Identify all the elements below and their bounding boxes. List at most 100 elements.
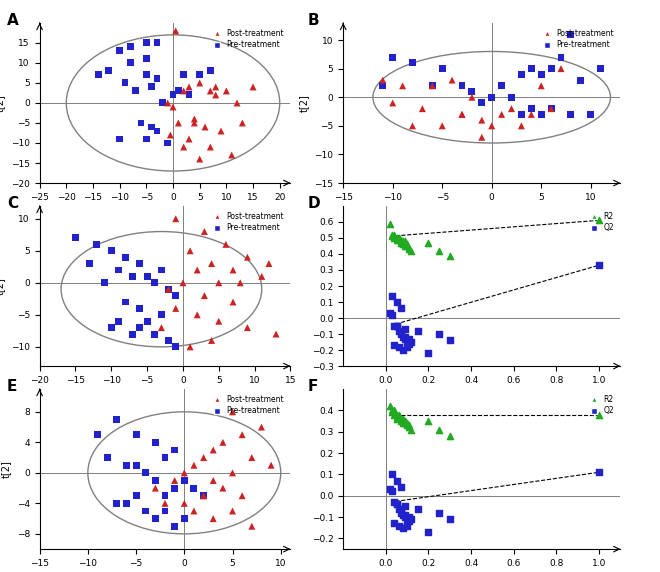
Point (114, 46, 125, 55)
Point (385, 219, 395, 228)
Point (423, 527, 434, 537)
Point (227, 468, 238, 478)
Point (70, 233, 81, 243)
Point (556, 53, 566, 62)
Point (237, 491, 248, 500)
Point (434, 425, 444, 434)
Point (189, 118, 199, 128)
Point (170, 291, 181, 300)
Point (163, 285, 174, 294)
Point (142, 272, 152, 281)
Point (400, 237, 411, 246)
Point (170, 342, 181, 351)
Point (150, 476, 160, 485)
Legend: R2, Q2: R2, Q2 (587, 393, 616, 418)
Point (213, 317, 224, 326)
Point (227, 407, 238, 416)
Point (226, 150, 237, 160)
Point (402, 240, 412, 249)
Point (395, 326, 406, 335)
Point (141, 38, 152, 47)
Point (199, 291, 210, 300)
X-axis label: t[1]: t[1] (473, 207, 490, 217)
Point (198, 453, 209, 462)
Point (477, 133, 487, 142)
Point (170, 304, 181, 313)
Point (397, 510, 408, 519)
Point (516, 110, 527, 119)
Point (585, 110, 596, 119)
Point (168, 102, 178, 112)
Legend: R2, Q2: R2, Q2 (587, 210, 616, 235)
Point (125, 42, 135, 51)
Point (147, 82, 157, 92)
Point (120, 297, 131, 307)
Point (114, 134, 125, 144)
Point (477, 116, 487, 125)
Legend: Post-treatment, Pre-treatment: Post-treatment, Pre-treatment (211, 27, 286, 51)
Point (195, 154, 205, 164)
Point (106, 323, 117, 332)
Point (387, 98, 398, 108)
Point (170, 446, 180, 455)
Point (397, 523, 408, 533)
Y-axis label: t[2]: t[2] (1, 460, 11, 478)
Point (183, 90, 194, 100)
Point (404, 245, 414, 254)
Point (389, 233, 400, 243)
Point (263, 259, 274, 268)
Point (594, 410, 605, 419)
Point (93, 70, 104, 80)
Point (232, 98, 242, 108)
Point (127, 272, 138, 281)
Point (178, 278, 188, 287)
Point (423, 349, 434, 358)
Point (393, 326, 404, 335)
Point (242, 253, 253, 262)
Point (391, 500, 402, 509)
Point (227, 506, 238, 515)
Point (189, 483, 199, 492)
Point (385, 484, 395, 494)
Point (400, 502, 411, 511)
Text: D: D (307, 196, 320, 211)
Point (189, 506, 199, 515)
Text: B: B (307, 13, 319, 28)
Point (389, 406, 400, 415)
Point (378, 81, 388, 90)
Point (395, 238, 406, 247)
Point (163, 285, 174, 294)
Point (437, 121, 447, 130)
Point (423, 238, 434, 247)
Point (594, 468, 605, 477)
Point (385, 309, 395, 318)
Text: E: E (7, 379, 17, 394)
Point (402, 337, 412, 347)
Point (178, 142, 189, 152)
Point (393, 342, 404, 351)
Point (445, 431, 455, 440)
Point (228, 297, 238, 307)
Point (395, 504, 406, 513)
Point (112, 499, 122, 508)
Point (393, 521, 404, 530)
Point (404, 513, 414, 522)
Point (393, 410, 404, 419)
Point (387, 406, 397, 415)
Point (207, 336, 217, 345)
Point (141, 54, 152, 63)
Point (135, 304, 145, 313)
Point (387, 310, 397, 319)
Y-axis label: t[2]: t[2] (0, 277, 5, 295)
Point (397, 419, 408, 428)
Point (211, 90, 221, 100)
Point (136, 118, 147, 128)
Point (395, 304, 406, 313)
Point (142, 317, 152, 326)
Point (141, 506, 151, 515)
Point (216, 126, 226, 136)
Point (434, 246, 444, 255)
Point (205, 86, 216, 96)
Point (178, 70, 189, 80)
Point (387, 53, 398, 62)
